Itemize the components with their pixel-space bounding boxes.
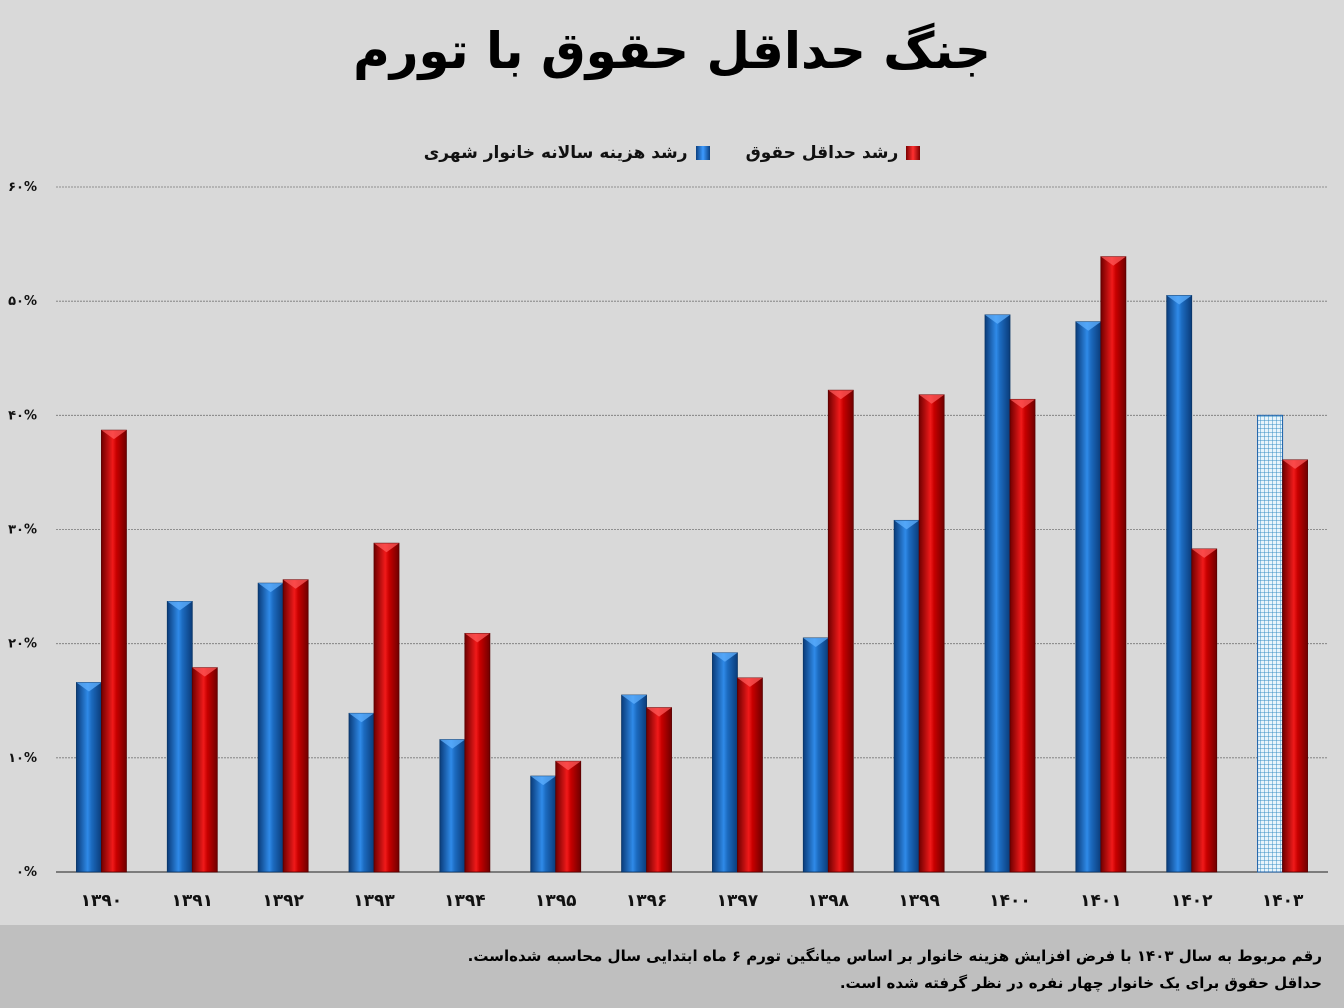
grid-layer: [56, 186, 1328, 873]
legend-label-blue: رشد هزینه سالانه خانوار شهری: [423, 143, 688, 163]
bar-cap-red-9: [828, 390, 854, 400]
x-tick-label: ۱۳۹۱: [172, 891, 214, 911]
x-tick-label: ۱۴۰۳: [1262, 891, 1304, 911]
bar-min-wage-2: [191, 667, 218, 873]
bar-min-wage-3: [282, 579, 309, 873]
bar-cap-blue-9: [803, 637, 829, 647]
bar-min-wage-8: [737, 677, 763, 873]
bar-cap-red-5: [464, 633, 490, 643]
bar-household-cost-5: [439, 739, 466, 873]
bar-cap-blue-5: [439, 739, 465, 749]
x-tick-label: ۱۳۹۰: [81, 891, 123, 911]
bar-min-wage-13: [1191, 548, 1218, 873]
bar-cap-red-4: [374, 543, 399, 553]
bar-min-wage-1: [101, 429, 127, 873]
bar-cap-red-1: [101, 430, 127, 440]
x-tick-label: ۱۴۰۲: [1171, 891, 1213, 911]
bar-cap-blue-8: [712, 652, 738, 662]
bar-household-cost-14: [1257, 414, 1284, 873]
bar-min-wage-10: [918, 394, 945, 873]
bar-cap-red-12: [1100, 256, 1126, 266]
bar-min-wage-7: [646, 707, 672, 873]
bar-household-cost-8: [712, 652, 738, 873]
x-tick-labels: ۱۳۹۰ ۱۳۹۱ ۱۳۹۲ ۱۳۹۳ ۱۳۹۴ ۱۳۹۵ ۱۳۹۶ ۱۳۹۷ ۱۳۹۸ ۱۳۹۹…: [81, 891, 1304, 911]
bar-household-cost-11: [984, 314, 1011, 873]
bar-cap-blue-4: [349, 713, 374, 723]
y-tick-label: ۱۰%: [8, 751, 37, 766]
x-tick-label: ۱۴۰۱: [1080, 891, 1122, 911]
bar-household-cost-13: [1166, 295, 1193, 873]
legend-item-red: رشد حداقل حقوق: [746, 143, 921, 163]
bar-household-cost-7: [621, 694, 647, 873]
bar-cap-blue-12: [1075, 321, 1101, 331]
x-tick-label: ۱۳۹۷: [717, 891, 759, 911]
x-tick-label: ۱۴۰۰: [989, 891, 1031, 911]
x-tick-label: ۱۳۹۳: [353, 891, 395, 911]
y-tick-label: ۶۰%: [8, 180, 37, 195]
bar-min-wage-9: [827, 389, 854, 873]
x-tick-label: ۱۳۹۸: [808, 891, 850, 911]
y-tick-label: ۲۰%: [8, 637, 37, 652]
bar-min-wage-6: [555, 760, 582, 873]
bar-min-wage-11: [1009, 398, 1036, 873]
bar-cap-red-10: [919, 394, 945, 404]
bar-cap-red-2: [192, 667, 218, 677]
bar-cap-blue-3: [258, 583, 284, 593]
bar-household-cost-3: [257, 582, 284, 873]
bar-chart: ۰%۱۰%۲۰%۳۰%۴۰%۵۰%۶۰% ۱۳۹۰ ۱۳۹۱ ۱۳۹۲ ۱۳۹۳ ۱۳۹…: [8, 180, 1328, 911]
y-tick-label: ۳۰%: [8, 523, 37, 538]
bar-min-wage-4: [373, 542, 400, 873]
bar-cap-red-14: [1282, 459, 1308, 469]
bar-cap-red-3: [283, 579, 309, 589]
legend-item-blue: رشد هزینه سالانه خانوار شهری: [424, 143, 710, 163]
bar-cap-blue-2: [167, 601, 193, 611]
legend-swatch-red: [906, 146, 921, 160]
bar-min-wage-14: [1282, 459, 1308, 873]
y-tick-labels: ۰% ۱۰% ۲۰% ۳۰% ۴۰% ۵۰% ۶۰%: [8, 180, 37, 880]
bar-cap-blue-6: [530, 776, 556, 786]
x-tick-label: ۱۳۹۶: [626, 891, 668, 911]
legend-label-red: رشد حداقل حقوق: [745, 143, 899, 163]
bar-household-cost-1: [76, 682, 102, 873]
bar-cap-red-6: [555, 761, 581, 771]
bar-household-cost-9: [802, 637, 829, 873]
bar-cap-red-7: [646, 707, 672, 717]
bar-household-cost-6: [530, 775, 557, 873]
bar-cap-red-11: [1010, 399, 1035, 409]
x-tick-label: ۱۳۹۵: [535, 891, 577, 911]
bar-cap-blue-13: [1166, 295, 1192, 305]
bar-cap-red-13: [1191, 548, 1217, 558]
x-tick-label: ۱۳۹۴: [444, 891, 486, 911]
chart-title: جنگ حداقل حقوق با تورم: [353, 22, 991, 80]
bar-household-cost-12: [1075, 321, 1102, 873]
bar-min-wage-5: [464, 632, 491, 873]
bar-cap-red-8: [737, 677, 763, 687]
bar-cap-blue-10: [894, 520, 920, 530]
chart-legend: رشد حداقل حقوق رشد هزینه سالانه خانوار ش…: [0, 140, 1344, 166]
bar-cap-blue-1: [76, 682, 102, 692]
y-tick-label: ۵۰%: [8, 294, 37, 309]
bar-cap-blue-7: [621, 695, 647, 705]
y-tick-label: ۴۰%: [8, 408, 37, 423]
bars-layer: [76, 256, 1308, 873]
y-tick-label: ۰%: [16, 865, 37, 880]
x-tick-label: ۱۳۹۹: [898, 891, 940, 911]
footnote-line-2: حداقل حقوق برای یک خانوار چهار نفره در ن…: [839, 974, 1322, 992]
x-tick-label: ۱۳۹۲: [262, 891, 304, 911]
bar-household-cost-2: [166, 601, 193, 873]
bar-household-cost-4: [348, 712, 375, 873]
footnote: رقم مربوط به سال ۱۴۰۳ با فرض افزایش هزین…: [0, 925, 1344, 1008]
bar-min-wage-12: [1100, 256, 1127, 873]
bar-household-cost-10: [893, 519, 920, 873]
footnote-line-1: رقم مربوط به سال ۱۴۰۳ با فرض افزایش هزین…: [467, 947, 1322, 965]
bar-cap-blue-11: [985, 314, 1010, 324]
legend-swatch-blue: [695, 146, 710, 160]
